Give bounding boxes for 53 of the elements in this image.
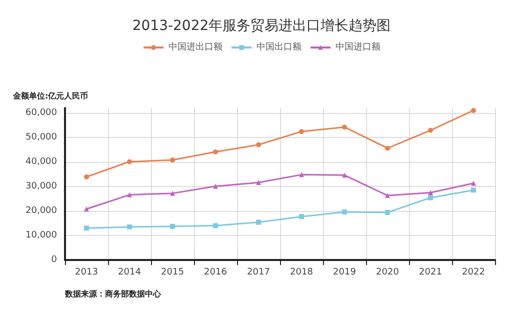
x-tick-label: 2015 [161,268,184,278]
point [471,108,476,113]
point [127,192,132,198]
x-tick-label: 2016 [204,268,228,278]
source-note: 数据来源：商务部数据中心 [64,288,162,298]
x-tick-label: 2020 [376,268,400,278]
point [127,159,132,164]
y-tick-label: 20,000 [26,206,58,216]
y-tick-label: 0 [51,255,58,265]
point [213,184,218,189]
point [385,193,390,198]
y-tick-label: 30,000 [26,181,58,192]
point [299,214,304,220]
point [170,224,175,229]
x-tick-label: 2013 [75,268,98,278]
point [342,124,347,130]
legend-label: 中国进出口额 [168,42,222,52]
y-tick-label: 50,000 [26,132,58,142]
x-tick-label: 2017 [247,268,270,278]
point [84,206,89,212]
point [84,174,89,180]
y-tick-label: 60,000 [26,108,58,118]
point [127,224,132,230]
chart-title: 2013-2022年服务贸易进出口增长趋势图 [132,18,391,34]
point [299,129,304,134]
point [256,180,261,186]
point [428,190,433,196]
legend-label: 中国出口额 [256,42,302,52]
point [471,188,476,193]
y-axis-title: 金额单位:亿元人民币 [12,92,88,100]
x-tick-label: 2021 [419,268,442,278]
legend-label: 中国进口额 [336,42,380,52]
point [256,142,261,148]
y-tick-label: 40,000 [26,156,58,167]
point [170,157,175,162]
point [471,180,476,186]
point [342,209,347,214]
point [385,146,390,151]
point [256,220,261,225]
point [213,223,218,228]
point [385,210,390,215]
point [428,128,433,133]
x-tick-label: 2014 [118,268,142,278]
y-tick-label: 10,000 [26,230,58,240]
point [170,190,175,196]
x-tick-label: 2022 [462,268,485,278]
point [428,195,433,200]
point [299,172,304,178]
point [213,149,218,154]
point [342,172,347,178]
x-tick-label: 2018 [290,268,314,278]
x-tick-label: 2019 [333,268,356,278]
point [84,226,89,231]
